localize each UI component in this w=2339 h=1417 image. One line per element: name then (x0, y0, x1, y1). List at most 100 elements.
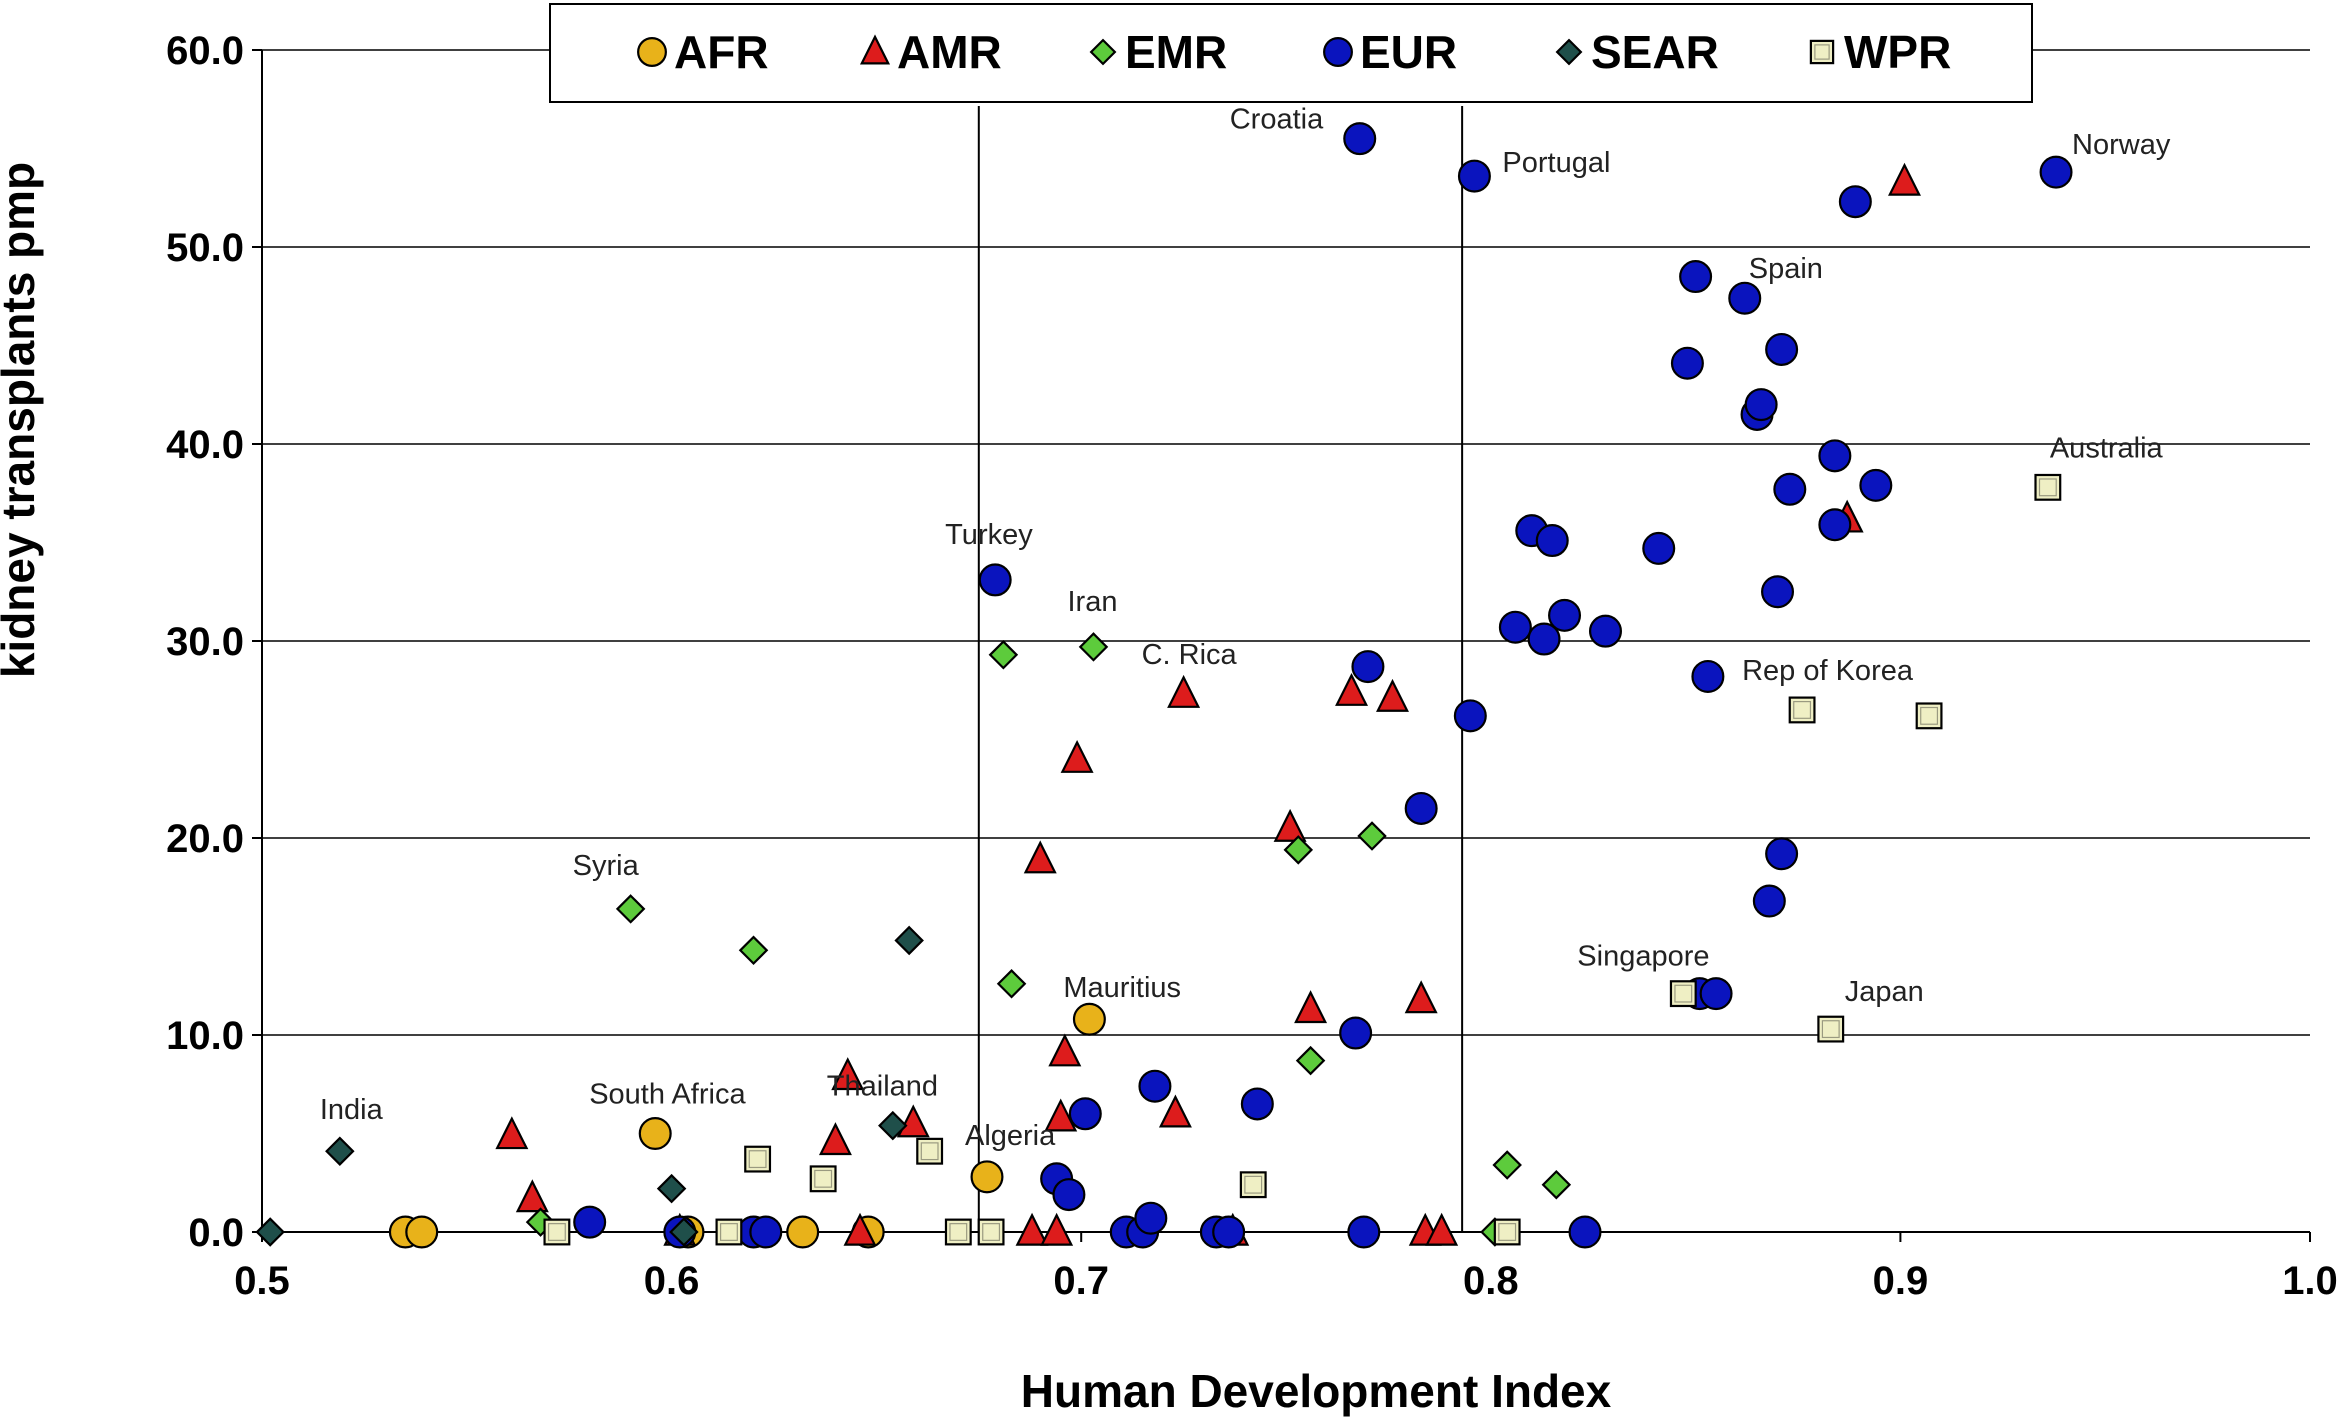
point-wpr (744, 1145, 772, 1173)
point-amr (1040, 1212, 1074, 1246)
annotation-label: Croatia (1230, 104, 1324, 136)
point-eur (1343, 122, 1377, 156)
annotation-label: Spain (1749, 253, 1823, 285)
point-eur (749, 1215, 783, 1249)
annotation-label: Australia (2050, 432, 2164, 464)
y-tick-label: 10.0 (166, 1014, 244, 1058)
point-eur (1339, 1016, 1373, 1050)
legend-marker-eur (1323, 37, 1353, 67)
annotation-label: Iran (1067, 586, 1117, 618)
annotation-label: Syria (573, 850, 640, 882)
point-eur (1679, 260, 1713, 294)
point-afr (786, 1215, 820, 1249)
legend-item-afr: AFR (637, 26, 769, 78)
annotation-label: India (320, 1094, 384, 1126)
point-amr (1015, 1212, 1049, 1246)
point-sear (656, 1173, 687, 1204)
marker-square-inner (1674, 984, 1693, 1003)
point-wpr (944, 1218, 972, 1246)
point-eur (1670, 346, 1704, 380)
marker-square-inner (1814, 44, 1830, 60)
legend-box (549, 3, 2033, 103)
point-eur (1588, 614, 1622, 648)
annotation-label: Japan (1845, 976, 1924, 1008)
point-eur (1838, 185, 1872, 219)
axes (252, 49, 2311, 1242)
point-amr (1335, 672, 1369, 706)
point-emr (1283, 835, 1314, 865)
point-eur (1453, 699, 1487, 733)
y-tick-label: 30.0 (166, 620, 244, 664)
point-wpr (809, 1165, 837, 1193)
point-sear (669, 1217, 699, 1247)
annotation-label: Portugal (1502, 147, 1610, 179)
point-amr (1060, 739, 1094, 773)
y-tick-labels: 0.0 10.0 20.0 30.0 40.0 50.0 60.0 (166, 29, 244, 1255)
marker-square (1809, 39, 1835, 65)
point-amr (1376, 678, 1409, 712)
point-eur (1859, 468, 1893, 502)
point-amr (1048, 1033, 1082, 1067)
y-tick-label: 0.0 (188, 1211, 244, 1255)
marker-square-inner (982, 1223, 1001, 1241)
point-eur (573, 1205, 607, 1239)
marker-square-inner (1793, 700, 1812, 719)
legend-label: EUR (1360, 26, 1457, 78)
point-amr (1044, 1098, 1078, 1132)
point-eur (1527, 622, 1561, 656)
y-tick-label: 50.0 (166, 226, 244, 270)
point-sear (325, 1136, 355, 1166)
point-wpr (2034, 473, 2062, 501)
point-eur (1548, 598, 1582, 632)
point-eur (1134, 1201, 1168, 1235)
annotation-label: Mauritius (1063, 972, 1181, 1004)
point-afr (405, 1215, 439, 1249)
x-axis-title: Human Development Index (1021, 1365, 1612, 1417)
point-amr (495, 1116, 529, 1150)
point-amr (1273, 808, 1307, 842)
point-emr (1357, 821, 1387, 851)
marker-square-inner (1920, 706, 1939, 725)
point-eur (1240, 1087, 1274, 1121)
marker-square-inner (920, 1142, 939, 1161)
annotation-label: Turkey (945, 519, 1033, 551)
point-wpr (1817, 1015, 1845, 1043)
point-afr (638, 1116, 672, 1150)
point-eur (1818, 508, 1852, 542)
series-emr (525, 632, 1572, 1247)
marker-square-inner (748, 1150, 767, 1169)
legend-item-emr: EMR (1089, 26, 1227, 78)
point-amr (1167, 674, 1201, 708)
data-points (255, 122, 2073, 1249)
point-eur (1744, 388, 1778, 422)
point-emr (615, 894, 646, 924)
point-eur (1765, 332, 1799, 366)
point-emr (525, 1207, 556, 1237)
x-tick-label: 1.0 (2282, 1259, 2338, 1303)
annotation-label: Thailand (827, 1071, 938, 1103)
legend-marker-wpr (1809, 39, 1835, 65)
series-amr (495, 162, 1921, 1246)
point-eur (1642, 531, 1676, 565)
x-tick-label: 0.5 (234, 1259, 290, 1303)
point-amr (818, 1122, 852, 1156)
legend-item-eur: EUR (1323, 26, 1457, 78)
point-eur (1404, 791, 1438, 825)
point-eur (1347, 1215, 1381, 1249)
marker-square-inner (1498, 1223, 1517, 1241)
marker-square-inner (1244, 1175, 1263, 1194)
point-emr (1295, 1045, 1326, 1076)
point-eur (1699, 977, 1733, 1011)
point-eur (1457, 159, 1491, 193)
point-wpr (1669, 980, 1697, 1008)
annotation-label: Rep of Korea (1742, 655, 1914, 687)
y-axis-title: kidney transplants pmp (0, 162, 44, 678)
point-afr (970, 1160, 1004, 1194)
point-wpr (1915, 702, 1943, 730)
point-emr (1492, 1150, 1522, 1180)
point-eur (1691, 659, 1725, 693)
point-sear (878, 1110, 908, 1141)
point-eur (2039, 155, 2073, 189)
point-amr (1425, 1212, 1459, 1246)
point-wpr (1493, 1218, 1521, 1246)
